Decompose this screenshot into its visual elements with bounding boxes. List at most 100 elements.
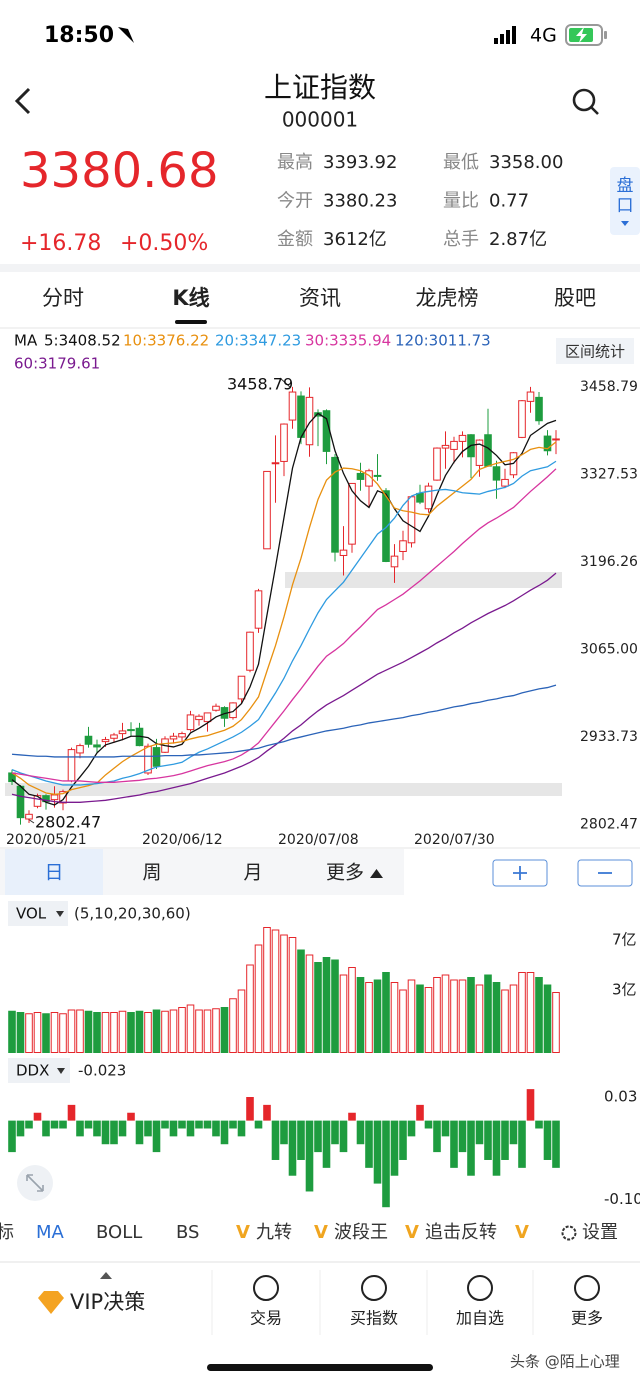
y-tick-label: 3065.00 xyxy=(580,642,638,658)
ddx-bar xyxy=(246,1097,254,1121)
candle-body xyxy=(543,435,552,452)
candle-body xyxy=(118,730,127,735)
volume-bar xyxy=(416,984,424,1053)
ma-line xyxy=(11,412,557,806)
search-button[interactable] xyxy=(572,88,599,115)
ma-line xyxy=(11,684,557,758)
ddx-bar xyxy=(59,1120,67,1129)
volume-bar xyxy=(271,929,280,1053)
candle-body xyxy=(246,631,254,671)
candle-body xyxy=(348,482,356,545)
volume-bar xyxy=(212,1008,220,1053)
ddx-bar xyxy=(467,1120,475,1176)
y-tick-label: 3327.53 xyxy=(580,466,638,482)
tab[interactable]: K线 xyxy=(172,286,209,310)
volume-bar xyxy=(543,984,552,1053)
ddx-bar xyxy=(203,1120,212,1129)
nav-label[interactable]: 加自选 xyxy=(456,1309,504,1328)
period-tab[interactable]: 更多 xyxy=(326,862,364,884)
volume-bar xyxy=(16,1012,25,1053)
ddx-title[interactable]: DDX xyxy=(16,1062,49,1080)
volume-bar xyxy=(263,927,271,1053)
candle-body xyxy=(450,440,458,450)
indicator-tab[interactable]: MA xyxy=(36,1222,65,1243)
ddx-bar xyxy=(161,1120,169,1129)
volume-bar xyxy=(501,989,509,1053)
indicator-tab[interactable]: BOLL xyxy=(96,1222,142,1243)
ddx-bar xyxy=(127,1112,135,1121)
more-arrow xyxy=(370,869,383,878)
legend-entry: 120:3011.73 xyxy=(395,332,491,350)
ddx-bar xyxy=(535,1120,543,1129)
side-tab[interactable] xyxy=(610,167,640,235)
volume-bar xyxy=(280,934,288,1053)
ddx-bar xyxy=(373,1120,382,1184)
ddx-bar xyxy=(118,1120,127,1137)
ddx-bar xyxy=(16,1120,25,1137)
nav-label[interactable]: 交易 xyxy=(250,1309,282,1328)
vip-arrow xyxy=(100,1272,112,1279)
volume-bar xyxy=(424,987,433,1053)
ddx-bar xyxy=(424,1120,433,1129)
tab[interactable]: 资讯 xyxy=(299,286,341,310)
ddx-bar xyxy=(93,1120,101,1137)
vip-mark: V xyxy=(405,1222,419,1243)
x-tick-label: 2020/05/21 xyxy=(6,832,87,848)
settings-icon xyxy=(561,1225,577,1241)
volume-bar xyxy=(390,982,399,1053)
ddx-bar xyxy=(271,1120,280,1160)
indicator-tab[interactable]: 追击反转 xyxy=(425,1222,497,1243)
back-button[interactable] xyxy=(14,87,31,115)
tab[interactable]: 龙虎榜 xyxy=(416,286,479,310)
ddx-bar xyxy=(76,1120,84,1137)
ddx-bar xyxy=(229,1120,237,1129)
ddx-bar xyxy=(263,1104,271,1121)
stat-label: 金额 xyxy=(277,229,313,250)
volume-bar xyxy=(169,1009,178,1053)
y-tick-label: 3亿 xyxy=(612,981,637,999)
ddx-bar xyxy=(135,1120,144,1145)
plus-icon xyxy=(513,866,527,880)
indicator-tab[interactable]: 九转 xyxy=(256,1222,292,1243)
ddx-bar xyxy=(195,1120,203,1129)
volume-bar xyxy=(535,977,543,1053)
nav-label[interactable]: 买指数 xyxy=(350,1309,398,1328)
candle-body xyxy=(67,749,76,782)
period-tab[interactable]: 周 xyxy=(142,862,161,884)
vip-label[interactable]: VIP决策 xyxy=(70,1290,145,1314)
volume-bar xyxy=(161,1010,169,1053)
stat-value: 3393.92 xyxy=(323,152,397,173)
ddx-bar xyxy=(552,1120,560,1168)
vip-mark: V xyxy=(515,1222,529,1243)
candle-body xyxy=(186,714,195,731)
volume-bar xyxy=(246,964,254,1053)
expand-button[interactable] xyxy=(17,1165,53,1201)
indicator-tab[interactable]: 设置 xyxy=(582,1222,618,1243)
range-button-label[interactable]: 区间统计 xyxy=(565,343,625,361)
volume-bar xyxy=(475,984,484,1053)
ddx-bar xyxy=(356,1120,365,1145)
candle-body xyxy=(169,735,178,740)
volume-bar xyxy=(50,1012,59,1053)
tab[interactable]: 分时 xyxy=(42,286,84,310)
y-tick-label: 0.03 xyxy=(604,1088,637,1106)
vol-title[interactable]: VOL xyxy=(16,905,47,923)
side-tab-label[interactable]: 盘口 xyxy=(617,176,634,216)
candle-body xyxy=(407,496,416,544)
candle-body xyxy=(25,813,33,820)
ddx-bar xyxy=(288,1120,297,1176)
volume-bar xyxy=(101,1012,110,1053)
nav-label[interactable]: 更多 xyxy=(571,1309,603,1328)
tab[interactable]: 股吧 xyxy=(554,286,596,310)
indicator-tab[interactable]: 波段王 xyxy=(334,1222,388,1243)
ddx-bar xyxy=(501,1120,509,1160)
period-tab[interactable]: 月 xyxy=(243,862,262,884)
indicator-tab[interactable]: BS xyxy=(176,1222,199,1243)
ddx-bar xyxy=(518,1120,526,1168)
volume-bar xyxy=(297,949,305,1053)
indicator-tab[interactable]: 标 xyxy=(0,1222,14,1243)
header-title: 上证指数 xyxy=(264,71,376,104)
volume-bar xyxy=(186,1004,195,1053)
period-tab[interactable]: 日 xyxy=(44,862,63,884)
range-button[interactable] xyxy=(556,338,634,364)
